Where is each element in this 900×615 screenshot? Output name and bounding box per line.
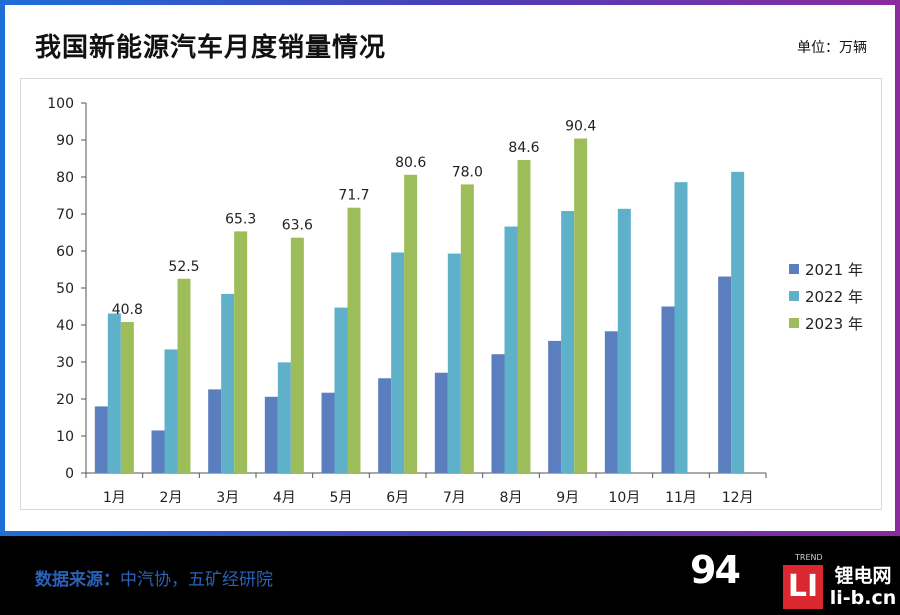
site-url: li-b.cn — [829, 587, 897, 609]
bar-chart: 0 10 20 30 40 50 60 70 80 90 100 1月 2月 3月 4月 5月 6月 7月 8月 9月… — [47, 96, 863, 506]
data-label: 52.5 — [168, 259, 199, 275]
data-label: 63.6 — [282, 218, 313, 234]
x-tick-label: 4月 — [273, 490, 296, 506]
bar — [94, 406, 108, 473]
x-tick-label: 2月 — [160, 490, 183, 506]
data-label: 80.6 — [395, 155, 426, 171]
bar — [290, 237, 304, 473]
x-tick-label: 8月 — [500, 490, 523, 506]
bar — [604, 331, 618, 473]
x-tick-label: 6月 — [386, 490, 409, 506]
bar — [617, 208, 631, 473]
bar — [661, 306, 675, 473]
data-label: 40.8 — [112, 302, 143, 318]
bar — [491, 354, 505, 473]
source-value: 中汽协，五矿经研院 — [120, 570, 273, 590]
bar — [107, 313, 121, 473]
site-logo-text: 锂电网 li-b.cn — [828, 565, 898, 609]
y-tick-label: 60 — [56, 244, 74, 260]
bar — [120, 322, 134, 473]
legend-swatch — [789, 264, 799, 274]
chart-area: 0 10 20 30 40 50 60 70 80 90 100 1月 2月 3月 4月 5月 6月 7月 8月 9月… — [20, 78, 882, 510]
chart-title: 我国新能源汽车月度销量情况 — [35, 33, 387, 63]
legend-label: 2021 年 — [805, 261, 863, 279]
legend-swatch — [789, 291, 799, 301]
data-label: 71.7 — [338, 188, 369, 204]
bar — [221, 293, 235, 473]
brand-number-logo: 94 — [690, 548, 741, 592]
bar — [504, 226, 518, 473]
bar — [391, 252, 405, 473]
x-tick-label: 5月 — [330, 490, 353, 506]
data-label: 65.3 — [225, 211, 256, 227]
y-tick-label: 30 — [56, 355, 74, 371]
x-tick-label: 7月 — [443, 490, 466, 506]
y-tick-label: 10 — [56, 429, 74, 445]
y-tick-label: 0 — [65, 466, 74, 482]
bar — [234, 231, 248, 473]
bar — [264, 396, 278, 473]
bar — [674, 182, 688, 473]
bar — [404, 174, 418, 473]
bar — [460, 184, 474, 473]
legend-swatch — [789, 318, 799, 328]
bar — [548, 340, 562, 473]
x-tick-label: 3月 — [216, 490, 239, 506]
data-label: 90.4 — [565, 119, 596, 135]
y-tick-label: 100 — [47, 96, 74, 112]
site-name: 锂电网 — [834, 565, 892, 587]
data-label: 78.0 — [452, 164, 483, 180]
x-tick-label: 9月 — [556, 490, 579, 506]
bar — [378, 378, 392, 473]
bar — [334, 307, 348, 473]
legend-label: 2022 年 — [805, 288, 863, 306]
bar — [151, 430, 165, 473]
y-tick-label: 40 — [56, 318, 74, 334]
legend-label: 2023 年 — [805, 315, 863, 333]
bar — [277, 362, 291, 473]
bar — [434, 372, 448, 473]
bar — [177, 278, 191, 473]
bar — [517, 159, 531, 473]
x-tick-label: 1月 — [103, 490, 126, 506]
y-tick-label: 70 — [56, 207, 74, 223]
x-tick-label: 12月 — [722, 490, 754, 506]
y-tick-label: 20 — [56, 392, 74, 408]
bar — [347, 207, 361, 473]
x-tick-label: 10月 — [608, 490, 640, 506]
data-source: 数据来源：中汽协，五矿经研院 — [35, 565, 273, 590]
y-tick-label: 80 — [56, 170, 74, 186]
y-tick-label: 50 — [56, 281, 74, 297]
bar — [447, 253, 461, 473]
unit-label: 单位：万辆 — [797, 40, 867, 56]
gradient-frame: 我国新能源汽车月度销量情况 单位：万辆 0 10 20 30 40 50 60 70 80 90 1… — [0, 0, 900, 536]
y-tick-label: 90 — [56, 133, 74, 149]
brand-tag: TREND — [795, 553, 823, 562]
bar — [561, 211, 575, 474]
bar — [574, 138, 588, 473]
bar — [208, 389, 222, 473]
chart-panel: 我国新能源汽车月度销量情况 单位：万辆 0 10 20 30 40 50 60 70 80 90 1… — [5, 5, 895, 531]
bar — [718, 276, 732, 473]
bar — [164, 349, 178, 473]
data-label: 84.6 — [508, 140, 539, 156]
source-label: 数据来源： — [35, 570, 120, 590]
bar — [321, 392, 335, 473]
bar — [731, 171, 745, 473]
x-tick-label: 11月 — [665, 490, 697, 506]
li-logo: LI — [783, 565, 823, 609]
